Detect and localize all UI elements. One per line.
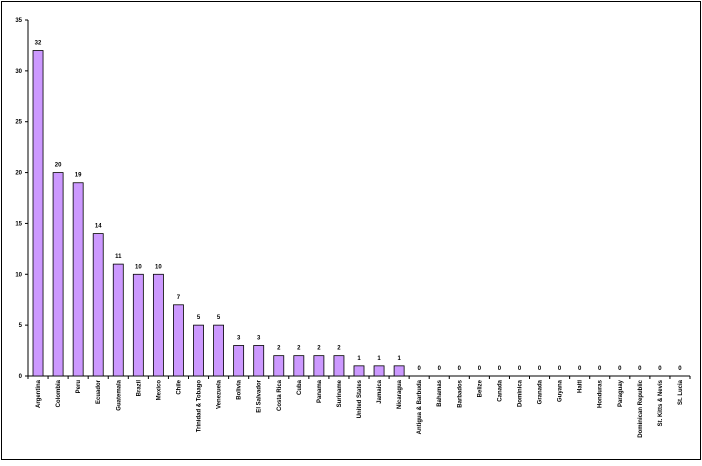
bar [353, 365, 365, 377]
value-label: 0 [518, 366, 522, 372]
x-tick-label: Dominica [517, 379, 523, 407]
y-tick-label: 25 [15, 120, 22, 126]
value-label: 3 [257, 335, 261, 341]
bar [233, 345, 245, 377]
y-tick-label: 15 [15, 221, 22, 227]
bar [293, 355, 305, 377]
value-label: 0 [418, 366, 422, 372]
bar [112, 263, 124, 377]
value-label: 5 [217, 315, 221, 321]
y-tick-label: 35 [15, 18, 22, 24]
bar [373, 365, 385, 377]
x-tick-label: Dominican Republic [638, 379, 644, 437]
y-tick-label: 5 [19, 323, 23, 329]
value-label: 10 [135, 264, 142, 270]
x-tick-label: Cuba [297, 379, 303, 395]
x-tick-label: Honduras [598, 379, 604, 408]
value-label: 0 [678, 366, 682, 372]
value-label: 1 [377, 356, 381, 362]
x-tick-label: Haiti [578, 380, 584, 393]
bar [32, 50, 44, 377]
bar [72, 182, 84, 377]
x-tick-label: St. Lucia [678, 379, 684, 405]
value-label: 0 [658, 366, 662, 372]
x-tick-label: Trinidad & Tobago [197, 380, 203, 433]
value-label: 0 [478, 366, 482, 372]
value-label: 2 [317, 346, 321, 352]
x-tick-label: Jamaica [377, 379, 383, 403]
value-label: 1 [357, 356, 361, 362]
value-label: 0 [558, 366, 562, 372]
value-label: 11 [115, 254, 122, 260]
value-label: 0 [538, 366, 542, 372]
value-label: 0 [638, 366, 642, 372]
bar [213, 324, 224, 377]
value-label: 10 [155, 264, 162, 270]
x-tick-label: El Salvador [257, 379, 263, 412]
x-tick-label: Guyana [558, 379, 564, 402]
x-tick-label: Antigua & Barbuda [417, 379, 423, 434]
x-tick-label: Guatemala [116, 379, 122, 410]
value-label: 7 [177, 295, 181, 301]
bar [132, 273, 144, 377]
value-label: 2 [337, 346, 341, 352]
value-label: 1 [397, 356, 401, 362]
x-tick-label: United States [357, 379, 363, 418]
value-label: 14 [95, 224, 102, 230]
x-tick-label: Colombia [56, 379, 62, 407]
x-tick-label: St. Kitts & Nevis [658, 379, 664, 426]
value-label: 32 [35, 41, 42, 47]
x-tick-label: Peru [76, 380, 82, 394]
x-tick-label: Canada [497, 379, 503, 401]
bar [273, 355, 285, 377]
x-tick-label: Barbados [457, 379, 463, 407]
value-label: 0 [598, 366, 602, 372]
bar [393, 365, 405, 377]
bar [193, 324, 204, 377]
x-tick-label: Mexico [156, 380, 162, 401]
y-tick-label: 0 [19, 374, 23, 380]
value-label: 19 [75, 173, 82, 179]
bar [313, 355, 325, 377]
y-tick-label: 10 [15, 272, 22, 278]
x-tick-label: Bolivia [237, 379, 243, 399]
value-label: 2 [277, 346, 281, 352]
value-label: 0 [498, 366, 502, 372]
x-tick-label: Brazil [136, 380, 142, 397]
y-tick-label: 20 [15, 171, 22, 177]
x-tick-label: Chile [176, 379, 182, 394]
bar [92, 233, 104, 377]
value-label: 5 [197, 315, 201, 321]
bar [152, 273, 164, 377]
bar [253, 345, 265, 377]
x-tick-label: Argentina [36, 379, 42, 408]
x-tick-label: Panama [317, 379, 323, 403]
x-tick-label: Bahamas [437, 379, 443, 406]
x-tick-label: Suriname [337, 379, 343, 407]
x-tick-label: Nicaragua [397, 379, 403, 409]
value-label: 0 [438, 366, 442, 372]
x-tick-label: Granada [538, 379, 544, 404]
x-tick-label: Belize [477, 379, 483, 397]
x-tick-label: Paraguay [618, 379, 624, 407]
value-label: 20 [55, 163, 62, 169]
y-tick-label: 30 [15, 69, 22, 75]
value-label: 0 [618, 366, 622, 372]
value-label: 2 [297, 346, 301, 352]
value-label: 3 [237, 335, 241, 341]
x-tick-label: Costa Rica [277, 379, 283, 411]
bar [173, 304, 184, 377]
value-label: 0 [578, 366, 582, 372]
x-tick-label: Ecuador [96, 379, 102, 404]
x-tick-label: Venezuela [217, 379, 223, 409]
value-label: 0 [458, 366, 462, 372]
bar [333, 355, 345, 377]
bar [52, 172, 64, 377]
